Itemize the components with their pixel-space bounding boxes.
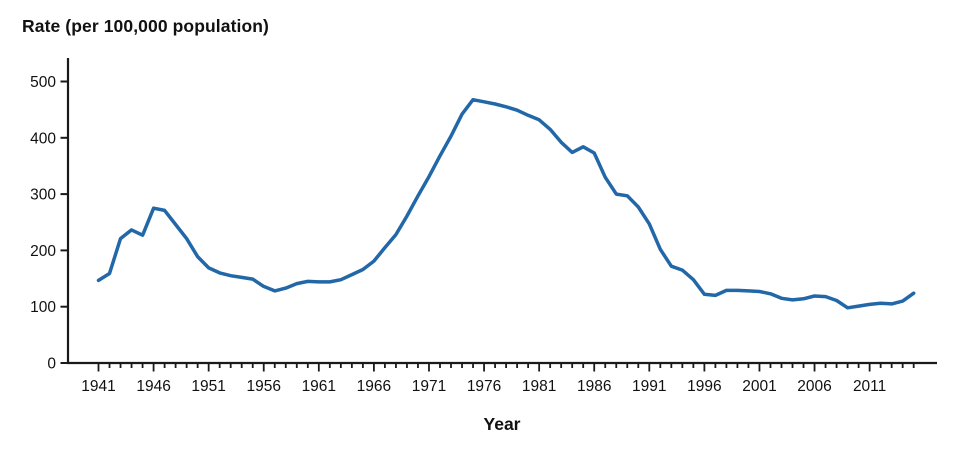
y-tick-label: 0	[47, 356, 56, 373]
x-tick-label: 1991	[632, 378, 666, 395]
x-tick-label: 1986	[577, 378, 611, 395]
y-tick-label: 300	[30, 187, 56, 204]
x-tick-label: 1976	[467, 378, 501, 395]
x-tick-label: 2001	[742, 378, 776, 395]
rate-data-line	[96, 97, 916, 310]
y-axis-title: Rate (per 100,000 population)	[22, 16, 269, 36]
x-tick-label: 1996	[687, 378, 721, 395]
x-tick-label: 2011	[853, 378, 886, 395]
y-tick-label: 200	[30, 243, 56, 260]
y-tick-label: 500	[30, 74, 56, 91]
x-tick-label: 2006	[797, 378, 831, 395]
x-tick-label: 1941	[81, 378, 115, 395]
x-tick-label: 1961	[302, 378, 336, 395]
x-tick-label: 1956	[246, 378, 280, 395]
y-tick-label: 100	[30, 299, 56, 316]
x-tick-label: 1981	[522, 378, 556, 395]
x-tick-label: 1951	[191, 378, 225, 395]
x-axis-title: Year	[483, 414, 521, 434]
axes-lines	[66, 58, 937, 365]
x-tick-label: 1946	[136, 378, 170, 395]
y-tick-label: 400	[30, 130, 56, 147]
x-tick-label: 1971	[412, 378, 446, 395]
x-tick-label: 1966	[357, 378, 391, 395]
